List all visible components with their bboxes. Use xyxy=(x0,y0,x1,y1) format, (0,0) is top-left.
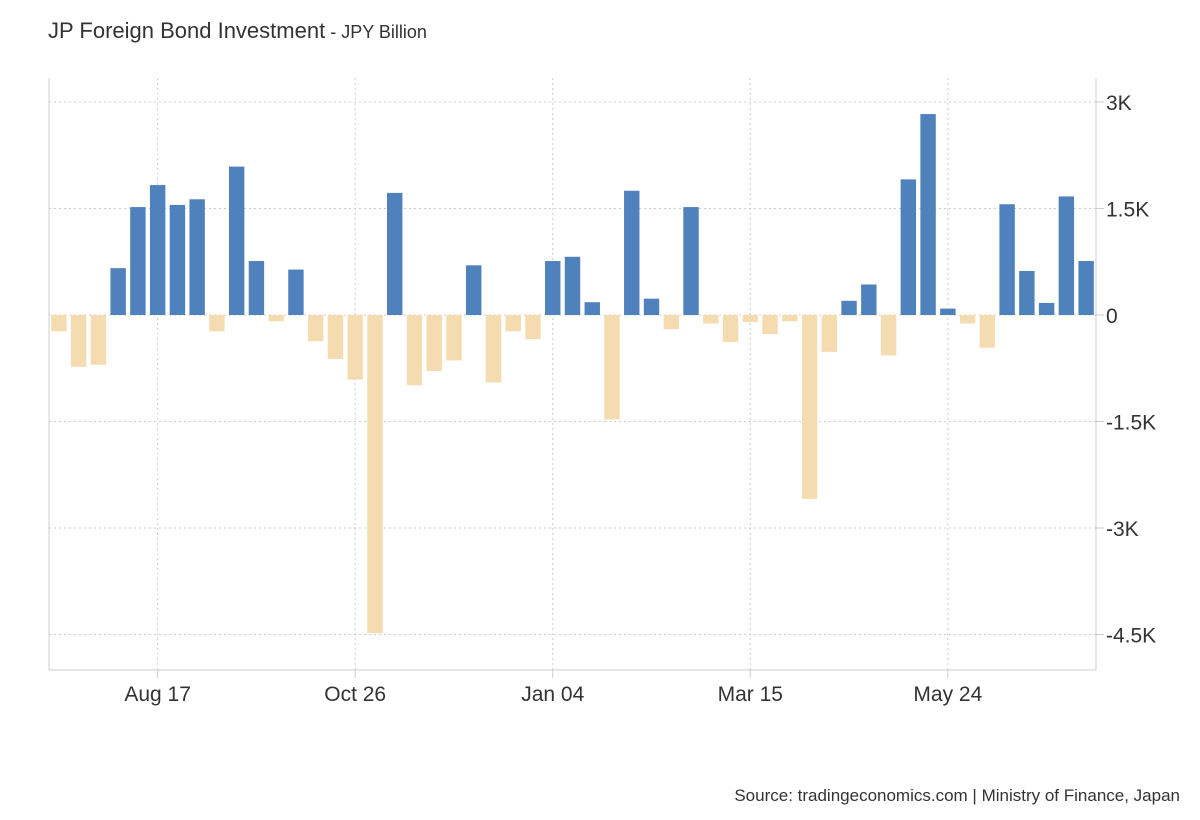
bar-positive xyxy=(841,300,857,315)
bar-negative xyxy=(880,315,897,356)
bar-positive xyxy=(900,179,917,315)
bar-positive xyxy=(110,268,126,315)
bar-negative xyxy=(51,315,67,332)
bar-negative xyxy=(70,315,87,367)
bar-positive xyxy=(683,207,699,315)
bar-positive xyxy=(920,114,936,315)
bar-negative xyxy=(782,315,798,322)
bar-positive xyxy=(130,207,146,315)
bar-negative xyxy=(90,315,107,365)
bar-positive xyxy=(584,302,600,315)
y-tick-label: 1.5K xyxy=(1106,199,1149,222)
bar-positive xyxy=(288,269,304,315)
bar-positive xyxy=(564,256,581,315)
bar-positive xyxy=(940,308,956,315)
bar-negative xyxy=(268,315,284,322)
bar-negative xyxy=(742,315,758,323)
x-tick-label: Aug 17 xyxy=(124,683,191,706)
bar-positive xyxy=(466,265,482,315)
bar-negative xyxy=(525,315,541,340)
bar-positive xyxy=(624,190,640,315)
bar-positive xyxy=(999,204,1015,315)
bar-positive xyxy=(228,166,245,315)
bar-positive xyxy=(169,204,186,315)
bar-positive xyxy=(248,261,265,315)
title-separator: - xyxy=(325,22,342,42)
bar-negative xyxy=(446,315,462,361)
bar-negative xyxy=(367,315,383,634)
bar-positive xyxy=(643,298,660,315)
bar-positive xyxy=(1058,196,1075,315)
bar-negative xyxy=(821,315,838,352)
bar-negative xyxy=(801,315,818,499)
bar-positive xyxy=(387,192,403,315)
bar-negative xyxy=(209,315,225,332)
bar-negative xyxy=(307,315,324,342)
bar-negative xyxy=(959,315,976,324)
bar-negative xyxy=(722,315,739,342)
bar-negative xyxy=(347,315,363,380)
bar-positive xyxy=(189,199,205,315)
bar-positive xyxy=(1019,270,1035,315)
bar-positive xyxy=(861,284,877,315)
bar-negative xyxy=(604,315,620,420)
grid-layer xyxy=(49,78,1096,670)
y-tick-label: 3K xyxy=(1106,92,1132,115)
bars-layer xyxy=(51,114,1094,634)
bar-negative xyxy=(703,315,719,324)
y-tick-label: -1.5K xyxy=(1106,412,1156,435)
chart-header: JP Foreign Bond Investment - JPY Billion xyxy=(48,18,427,44)
chart-title: JP Foreign Bond Investment xyxy=(48,18,326,43)
bar-positive xyxy=(149,185,166,315)
bar-positive xyxy=(545,261,561,315)
x-tick-label: Mar 15 xyxy=(718,683,783,706)
bar-negative xyxy=(426,315,442,372)
source-note: Source: tradingeconomics.com | Ministry … xyxy=(734,786,1180,805)
bar-negative xyxy=(663,315,679,330)
bar-positive xyxy=(1078,261,1094,315)
bar-negative xyxy=(979,315,996,348)
y-tick-label: -4.5K xyxy=(1106,625,1156,648)
bar-negative xyxy=(327,315,344,360)
y-tick-label: 0 xyxy=(1106,305,1118,328)
bar-negative xyxy=(762,315,778,335)
bar-negative xyxy=(485,315,502,383)
bar-positive xyxy=(1038,302,1055,315)
x-tick-label: May 24 xyxy=(913,683,982,706)
bar-negative xyxy=(406,315,423,386)
x-tick-label: Oct 26 xyxy=(324,683,386,706)
axis-layer: 3K 1.5K 0 -1.5K -3K -4.5K Aug 17 Oct 26 Jan 04 Ma… xyxy=(48,78,1156,706)
y-tick-label: -3K xyxy=(1106,518,1139,541)
x-tick-label: Jan 04 xyxy=(521,683,584,706)
bar-negative xyxy=(505,315,521,332)
chart-subtitle: JPY Billion xyxy=(341,22,427,42)
